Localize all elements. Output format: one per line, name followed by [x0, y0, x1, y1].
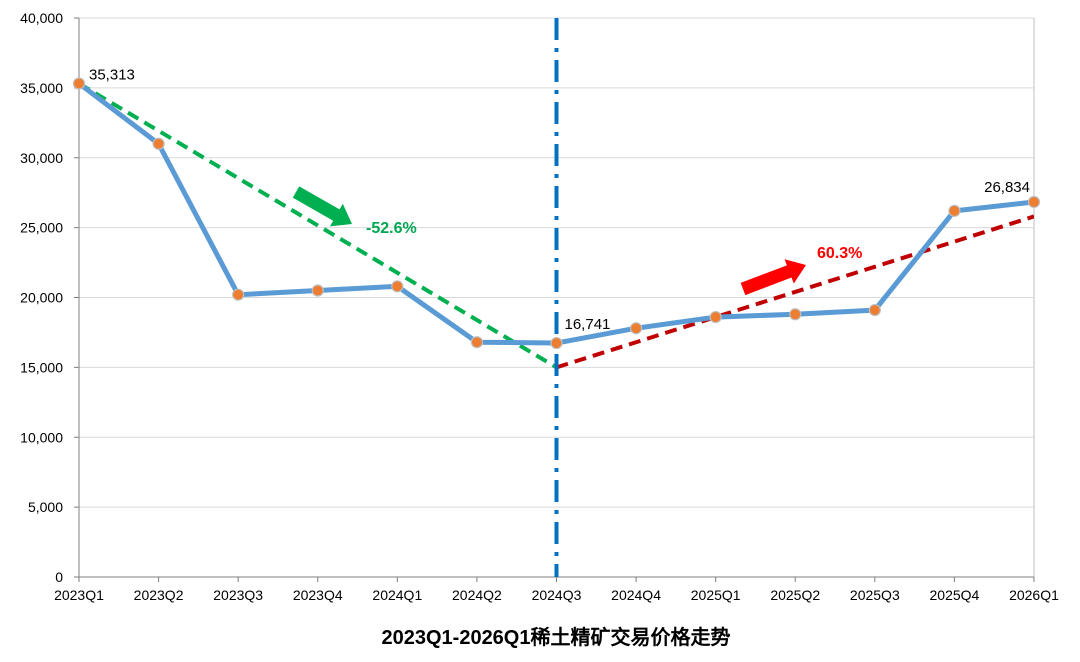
data-point: [72, 77, 86, 90]
x-tick-label: 2025Q2: [770, 587, 820, 603]
data-point: [789, 308, 802, 321]
x-tick-label: 2023Q2: [134, 587, 184, 603]
data-point: [550, 336, 563, 350]
trend-arrow-down-shape: [292, 186, 353, 227]
price-series: [72, 77, 1041, 350]
y-tick-label: 15,000: [20, 359, 63, 375]
x-tick-label: 2024Q2: [452, 587, 502, 603]
x-tick-label: 2024Q3: [532, 587, 582, 603]
trend-line-up: [555, 214, 1034, 370]
y-tick-label: 35,000: [20, 80, 63, 96]
data-point: [629, 322, 643, 335]
trend-arrow-down: [292, 186, 353, 227]
x-tick-label: 2023Q3: [213, 587, 263, 603]
data-point: [311, 284, 324, 297]
data-point: [152, 137, 165, 150]
x-tick-label: 2024Q1: [372, 587, 422, 603]
trend-arrow-up-shape: [740, 259, 807, 296]
trend-arrows: -52.6% 60.3%: [292, 186, 862, 296]
chart-title: 2023Q1-2026Q1稀土精矿交易价格走势: [381, 625, 730, 649]
data-point: [948, 204, 961, 217]
y-tick-label: 30,000: [20, 150, 63, 166]
y-axis-tick-labels: 0 5,000 10,000 15,000 20,000 25,000 30,000 35,0…: [20, 10, 63, 585]
trend-label-up: 60.3%: [817, 245, 862, 262]
trend-label-down: -52.6%: [366, 220, 417, 237]
data-label: 35,313: [89, 67, 135, 84]
data-point: [1027, 195, 1041, 209]
y-tick-label: 10,000: [20, 429, 63, 445]
y-tick-label: 0: [55, 569, 63, 585]
trend-lines: [79, 81, 1034, 370]
data-label: 16,741: [565, 316, 611, 333]
data-point: [868, 303, 881, 317]
y-tick-label: 5,000: [28, 499, 63, 515]
x-tick-label: 2025Q1: [691, 587, 741, 603]
x-tick-label: 2023Q1: [54, 587, 104, 603]
y-tick-label: 40,000: [20, 10, 63, 26]
data-label: 26,834: [984, 179, 1030, 196]
x-tick-label: 2025Q3: [850, 587, 900, 603]
data-point: [709, 310, 722, 324]
x-tick-label: 2025Q4: [930, 587, 980, 603]
x-tick-label: 2024Q4: [611, 587, 661, 603]
x-axis-tick-labels: 2023Q1 2023Q2 2023Q3 2023Q4 2024Q1 2024Q2 2024…: [54, 587, 1059, 603]
x-tick-label: 2023Q4: [293, 587, 343, 603]
trend-line-down: [79, 81, 558, 370]
x-tick-label: 2026Q1: [1009, 587, 1059, 603]
data-point: [470, 336, 484, 349]
y-tick-label: 20,000: [20, 290, 63, 306]
data-point: [391, 280, 404, 293]
y-tick-label: 25,000: [20, 220, 63, 236]
data-point: [232, 288, 245, 301]
data-labels: 35,313 16,741 26,834: [89, 67, 1030, 334]
trend-arrow-up: [740, 259, 807, 296]
